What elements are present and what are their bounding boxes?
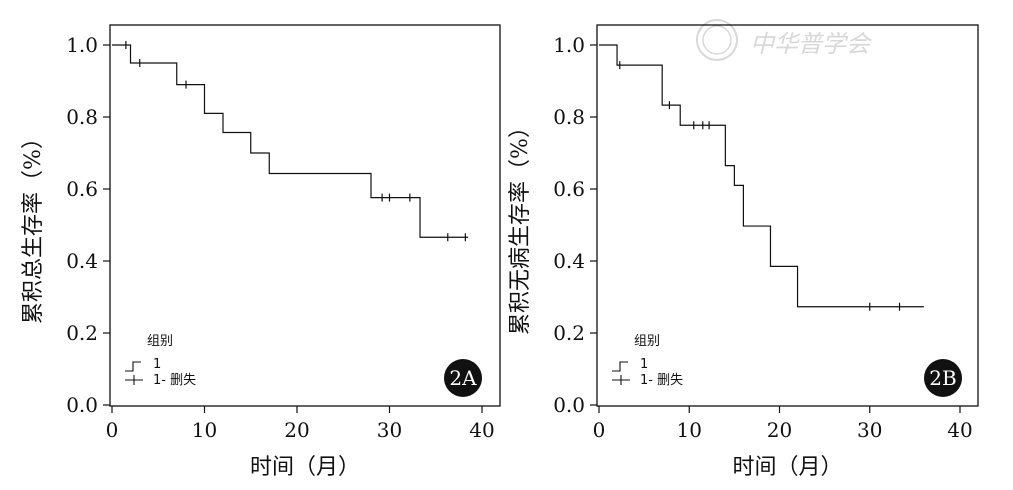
panel-2a-x-axis-label: 时间（月） [250, 455, 360, 480]
panel-2a-x-tick-label: 0 [106, 418, 119, 442]
panel-2b-legend-title: 组别 [634, 334, 660, 349]
panel-2a-legend-item: 1- 删失 [153, 373, 196, 388]
panel-2b-x-axis-label: 时间（月） [732, 455, 842, 480]
panel-2b-y-tick-label: 0.6 [553, 177, 585, 201]
panel-2a-x-tick-label: 20 [284, 418, 309, 442]
panel-2a: 0.0 0.2 0.4 0.6 0.8 1.0 0 10 20 30 40 时间（月） 累积总生存率（%… [21, 24, 501, 480]
panel-2a-y-tick-label: 0.0 [66, 393, 98, 417]
panel-2a-badge-label: 2A [449, 366, 477, 390]
panel-2b-y-tick-label: 0.0 [553, 393, 585, 417]
panel-2a-legend-item: 1 [153, 357, 161, 372]
panel-2a-y-tick-label: 0.2 [66, 321, 98, 345]
panel-2b-legend-step-icon [612, 361, 628, 372]
panel-2a-y-tick-label: 0.4 [66, 249, 98, 273]
watermark: 中华普学会 [696, 19, 873, 61]
panel-2a-survival-curve [112, 44, 469, 238]
panel-2b-plot-frame [596, 24, 979, 407]
panel-2b-x-tick-label: 40 [947, 418, 972, 442]
watermark-seal-icon [696, 19, 738, 61]
panel-2a-y-axis-label: 累积总生存率（%） [21, 127, 46, 324]
panel-2b-x-tick-label: 10 [677, 418, 702, 442]
panel-2a-legend-title: 组别 [147, 334, 173, 349]
panel-2b: 0.0 0.2 0.4 0.6 0.8 1.0 0 10 20 30 40 时间（月） 累积无病生存率（… [508, 24, 979, 480]
panel-2b-y-tick-label: 0.4 [553, 249, 585, 273]
panel-2b-y-tick-label: 1.0 [553, 33, 585, 57]
panel-2a-x-tick-label: 10 [192, 418, 217, 442]
panel-2b-x-tick-label: 20 [767, 418, 792, 442]
panel-2b-badge-label: 2B [929, 366, 956, 390]
panel-2a-plot-frame [109, 24, 501, 407]
panel-2a-y-tick-label: 1.0 [66, 33, 98, 57]
panel-2b-y-tick-label: 0.2 [553, 321, 585, 345]
panel-2a-x-tick-label: 30 [377, 418, 402, 442]
panel-2b-y-axis-label: 累积无病生存率（%） [508, 116, 533, 335]
panel-2b-x-tick-label: 30 [857, 418, 882, 442]
panel-2a-legend-step-icon [125, 361, 141, 372]
panel-2b-legend-item: 1- 删失 [640, 373, 683, 388]
panel-2b-y-tick-label: 0.8 [553, 105, 585, 129]
panel-2b-survival-curve [599, 44, 924, 308]
panel-2b-legend-item: 1 [640, 357, 648, 372]
panel-2b-badge [924, 359, 962, 397]
panel-2a-y-tick-label: 0.8 [66, 105, 98, 129]
panel-2b-x-tick-label: 0 [593, 418, 606, 442]
panel-2a-x-tick-label: 40 [469, 418, 494, 442]
watermark-text: 中华普学会 [750, 30, 873, 58]
panel-2a-y-tick-label: 0.6 [66, 177, 98, 201]
panel-2a-badge [444, 359, 482, 397]
watermark-seal-inner-ring [702, 25, 732, 55]
